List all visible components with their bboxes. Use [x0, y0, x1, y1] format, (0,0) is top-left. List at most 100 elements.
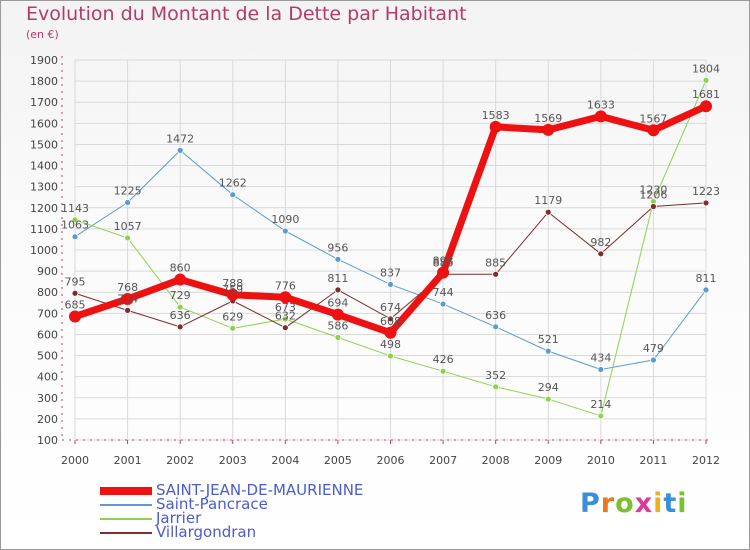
data-label: 729	[170, 289, 191, 302]
axes	[61, 56, 710, 444]
data-label: 636	[485, 309, 506, 322]
point-saint-pancrace	[492, 323, 500, 331]
x-tick-label: 2009	[534, 454, 562, 467]
data-label: 776	[275, 279, 296, 292]
point-jarrier	[439, 367, 447, 375]
data-label: 1090	[271, 213, 299, 226]
grid	[74, 59, 707, 441]
legend-swatch	[100, 518, 152, 520]
data-label: 1567	[639, 112, 667, 125]
x-tick-label: 2006	[377, 454, 405, 467]
point-jarrier	[229, 324, 237, 332]
data-label: 1569	[534, 112, 562, 125]
y-tick-label: 1800	[30, 75, 58, 88]
x-tick-label: 2008	[482, 454, 510, 467]
data-label: 1223	[692, 185, 720, 198]
point-villargondran	[387, 315, 394, 323]
data-label: 956	[327, 241, 348, 254]
data-label: 795	[65, 275, 86, 288]
data-label: 1583	[482, 109, 510, 122]
point-saint-jean-de-maurienne	[279, 291, 292, 304]
y-tick-label: 200	[37, 413, 58, 426]
y-tick-label: 1000	[30, 244, 58, 257]
x-tick-label: 2002	[166, 454, 194, 467]
y-tick-label: 100	[37, 434, 58, 447]
data-label: 479	[643, 342, 664, 355]
point-saint-pancrace	[597, 366, 605, 373]
point-jarrier	[597, 412, 605, 420]
data-label: 632	[275, 310, 296, 323]
chart-subtitle: (en €)	[26, 28, 59, 41]
legend-label: Jarrier	[156, 509, 202, 527]
data-label: 837	[380, 266, 401, 279]
point-jarrier	[71, 216, 79, 224]
point-saint-jean-de-maurienne	[174, 273, 187, 286]
legend-label: SAINT-JEAN-DE-MAURIENNE	[156, 481, 364, 499]
x-tick-label: 2003	[219, 454, 247, 467]
data-label: 1472	[166, 132, 194, 145]
y-tick-label: 900	[37, 265, 58, 278]
point-villargondran	[702, 199, 710, 207]
data-label: 426	[433, 353, 454, 366]
data-label: 759	[222, 283, 243, 296]
point-saint-jean-de-maurienne	[69, 310, 81, 323]
y-tick-label: 400	[37, 371, 58, 384]
x-tick-label: 2007	[429, 454, 457, 467]
line-chart: 1002003004005006007008009001000110012001…	[30, 54, 720, 467]
data-label: 744	[433, 286, 454, 299]
data-label: 768	[117, 281, 138, 294]
data-label: 885	[485, 256, 506, 269]
point-jarrier	[702, 76, 710, 84]
data-label: 498	[380, 338, 401, 351]
point-jarrier	[544, 395, 552, 403]
point-saint-jean-de-maurienne	[489, 120, 502, 133]
y-tick-label: 1900	[30, 54, 58, 67]
proxiti-logo: Proxiti	[580, 488, 688, 519]
y-tick-label: 1400	[30, 160, 58, 173]
y-tick-label: 1300	[30, 181, 58, 194]
data-label: 811	[696, 272, 717, 285]
data-label: 1804	[692, 62, 720, 75]
point-villargondran	[597, 250, 605, 258]
point-villargondran	[281, 324, 289, 332]
point-saint-pancrace	[229, 191, 237, 199]
point-saint-jean-de-maurienne	[542, 123, 555, 136]
y-tick-label: 1100	[30, 223, 58, 236]
point-saint-pancrace	[650, 356, 657, 364]
data-label: 586	[327, 319, 348, 332]
point-saint-pancrace	[71, 233, 79, 241]
point-villargondran	[650, 203, 657, 210]
data-label: 811	[327, 272, 348, 285]
legend-swatch	[100, 504, 152, 506]
point-jarrier	[492, 383, 500, 391]
chart-title: Evolution du Montant de la Dette par Hab…	[26, 3, 467, 25]
y-tick-labels: 100 200 300 400 500 600 700 800 900 1000 1100 1200 1…	[30, 54, 58, 447]
data-label: 434	[590, 351, 611, 364]
data-label: 1206	[639, 189, 667, 202]
point-saint-pancrace	[334, 255, 342, 263]
y-tick-label: 700	[37, 307, 58, 320]
y-tick-label: 1500	[30, 138, 58, 151]
point-saint-pancrace	[387, 281, 394, 288]
legend-swatch	[100, 532, 152, 534]
point-villargondran	[492, 270, 500, 278]
x-tick-label: 2000	[61, 454, 89, 467]
legend-label: Saint-Pancrace	[156, 495, 268, 513]
data-label: 1262	[219, 177, 247, 190]
point-saint-jean-de-maurienne	[647, 124, 660, 137]
data-label: 714	[117, 292, 138, 305]
x-tick-label: 2010	[587, 454, 615, 467]
y-tick-label: 800	[37, 286, 58, 299]
point-jarrier	[387, 352, 394, 360]
data-label: 885	[433, 256, 454, 269]
point-saint-pancrace	[124, 199, 131, 206]
y-tick-label: 1200	[30, 202, 58, 215]
data-label: 214	[590, 398, 611, 411]
legend-label: Villargondran	[156, 523, 257, 541]
data-label: 1633	[587, 98, 615, 111]
data-label: 685	[65, 299, 86, 312]
y-tick-label: 1600	[30, 117, 58, 130]
x-tick-label: 2004	[271, 454, 299, 467]
point-saint-pancrace	[281, 227, 289, 235]
